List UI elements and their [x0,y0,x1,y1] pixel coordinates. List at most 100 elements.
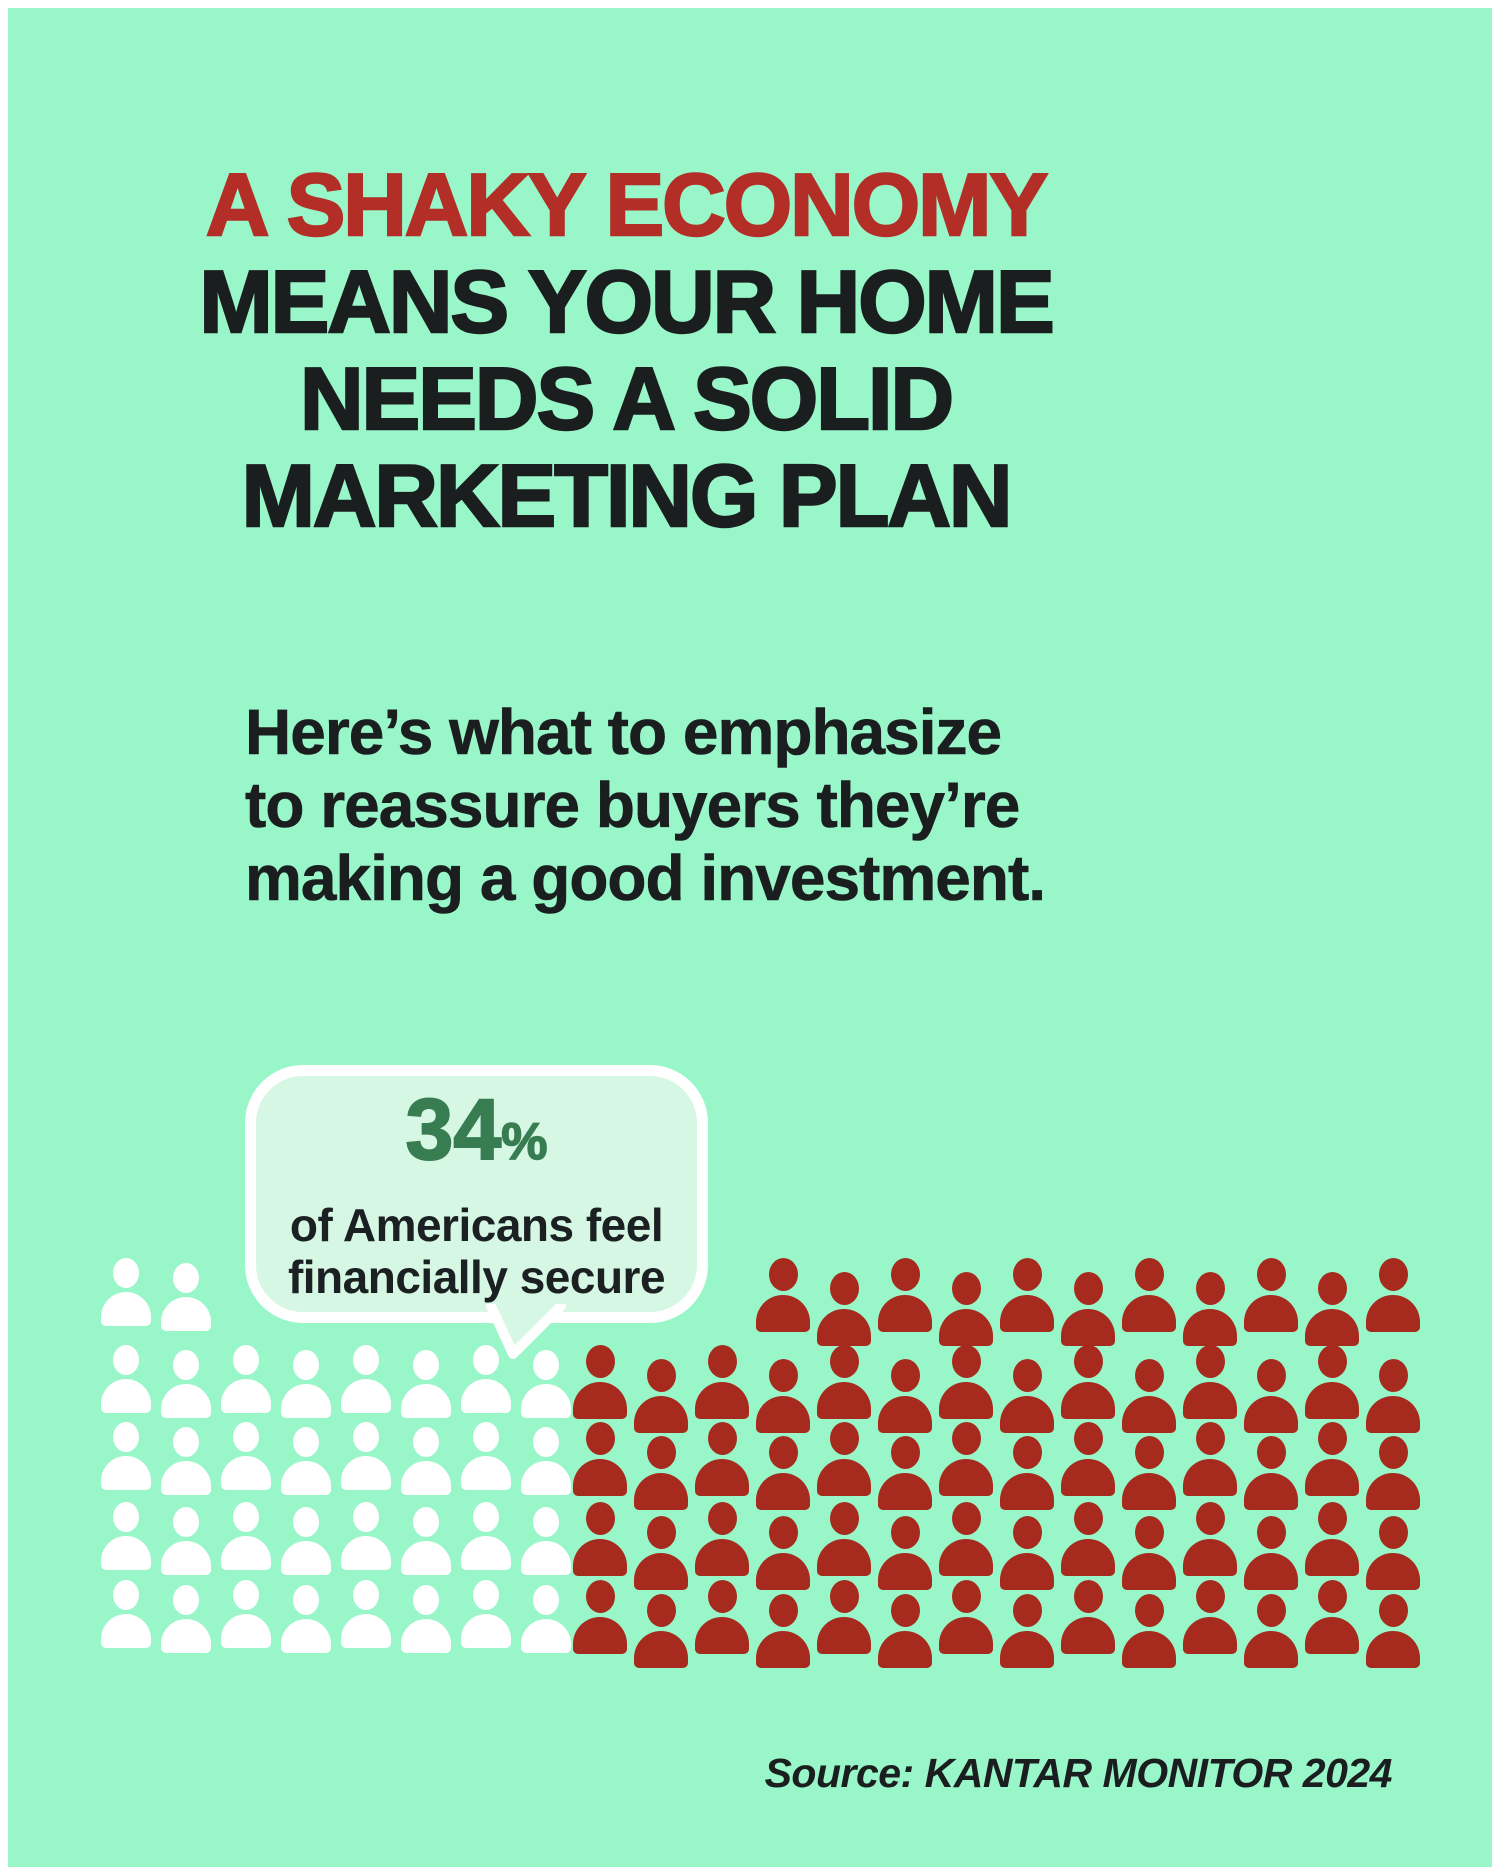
person-torso [401,1384,451,1418]
person-torso [101,1536,151,1570]
person-head [293,1350,319,1380]
person-head [890,1258,920,1291]
person-torso [161,1541,211,1575]
person-head [173,1263,199,1293]
person-torso [1366,1553,1420,1590]
person-torso [1244,1631,1298,1668]
person-torso [573,1539,627,1576]
person-torso [101,1456,151,1490]
person-icon-red [1244,1594,1298,1668]
person-icon-red [756,1436,810,1510]
person-head [1073,1502,1103,1535]
subtitle-line-1: Here’s what to emphasize [245,696,1003,769]
person-icon-red [939,1422,993,1496]
person-torso [695,1617,749,1654]
person-head [1317,1502,1347,1535]
person-torso [1244,1396,1298,1433]
person-head [533,1427,559,1457]
person-torso [573,1459,627,1496]
person-icon-white [401,1427,451,1495]
person-torso [161,1384,211,1418]
person-head [585,1502,615,1535]
person-icon-red [878,1359,932,1433]
person-head [173,1585,199,1615]
person-icon-red [1061,1502,1115,1576]
person-icon-white [281,1585,331,1653]
person-icon-red [1122,1516,1176,1590]
person-icon-white [101,1580,151,1648]
person-head [533,1507,559,1537]
percent-sign: % [500,1112,548,1172]
person-torso [1000,1553,1054,1590]
person-torso [1183,1459,1237,1496]
person-head [1073,1272,1103,1305]
person-icon-white [521,1507,571,1575]
person-head [1073,1422,1103,1455]
person-torso [1122,1631,1176,1668]
person-head [1317,1422,1347,1455]
person-icon-red [1305,1272,1359,1346]
person-icon-red [1122,1258,1176,1332]
person-icon-red [1183,1272,1237,1346]
title-line-2: MEANS YOUR HOME [198,252,1056,351]
person-torso [1183,1539,1237,1576]
person-icon-white [101,1502,151,1570]
person-head [113,1422,139,1452]
person-icon-red [1244,1516,1298,1590]
person-icon-white [221,1422,271,1490]
person-icon-white [401,1350,451,1418]
person-icon-red [1122,1436,1176,1510]
person-torso [161,1619,211,1653]
person-icon-white [521,1585,571,1653]
person-icon-red [1061,1272,1115,1346]
person-icon-white [521,1350,571,1418]
person-icon-white [101,1345,151,1413]
stat-callout-bubble: 34% of Americans feel financially secure [245,1065,708,1323]
person-head [413,1507,439,1537]
person-head [1134,1594,1164,1627]
person-head [707,1502,737,1535]
person-torso [1061,1382,1115,1419]
person-icon-white [341,1580,391,1648]
person-torso [695,1459,749,1496]
person-head [1073,1345,1103,1378]
person-icon-red [1000,1516,1054,1590]
person-torso [341,1379,391,1413]
person-head [585,1580,615,1613]
person-torso [756,1631,810,1668]
person-torso [1061,1459,1115,1496]
person-head [829,1580,859,1613]
person-torso [634,1631,688,1668]
person-torso [1000,1396,1054,1433]
person-torso [461,1456,511,1490]
person-icon-red [1366,1436,1420,1510]
person-torso [1122,1553,1176,1590]
person-torso [521,1461,571,1495]
person-icon-red [817,1272,871,1346]
person-torso [817,1382,871,1419]
person-torso [1244,1473,1298,1510]
person-torso [101,1379,151,1413]
person-icon-red [573,1580,627,1654]
person-icon-red [695,1345,749,1419]
person-icon-white [281,1507,331,1575]
person-torso [221,1614,271,1648]
person-torso [1122,1396,1176,1433]
person-head [646,1594,676,1627]
person-torso [878,1631,932,1668]
person-icon-white [161,1350,211,1418]
person-head [768,1436,798,1469]
person-icon-white [281,1427,331,1495]
person-icon-red [1244,1258,1298,1332]
person-head [890,1594,920,1627]
person-icon-white [161,1427,211,1495]
person-head [890,1436,920,1469]
title-line-1: A SHAKY ECONOMY [205,155,1050,254]
person-torso [401,1541,451,1575]
person-icon-red [1244,1359,1298,1433]
person-head [293,1507,319,1537]
person-head [951,1422,981,1455]
person-torso [573,1382,627,1419]
person-torso [756,1473,810,1510]
person-torso [101,1292,151,1326]
